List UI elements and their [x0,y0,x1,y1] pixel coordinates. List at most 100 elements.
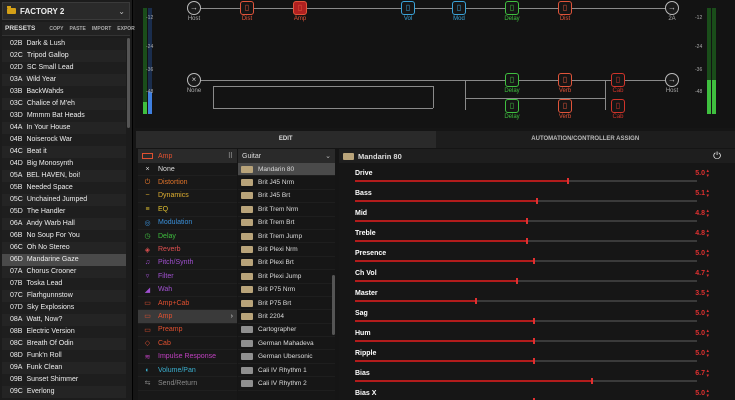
power-icon[interactable]: ⏻ [713,150,721,162]
slider-handle[interactable] [474,298,477,304]
slider-handle[interactable] [532,338,535,344]
model-item[interactable]: Cartographer [238,324,335,338]
model-item[interactable]: Brit Trem Jump [238,230,335,244]
none-block[interactable]: × [187,73,201,87]
preset-item[interactable]: 07D Sky Explosions [2,302,126,314]
stepper-icon[interactable]: ▴ ▾ [706,288,709,299]
model-item[interactable]: Brit P75 Brt [238,297,335,311]
parameter-value[interactable]: 6.7 [695,370,705,377]
preset-item[interactable]: 07B Toska Lead [2,278,126,290]
parameter-value[interactable]: 5.1 [695,190,705,197]
parameter-slider[interactable] [355,298,697,304]
preset-item[interactable]: 09B Sunset Shimmer [2,374,126,386]
preset-item[interactable]: 02D SC Small Lead [2,62,126,74]
preset-item[interactable]: 07C Flarhgunnstow [2,290,126,302]
preset-item[interactable]: 09A Funk Clean [2,362,126,374]
category-item[interactable]: ≋ Impulse Response [138,350,237,364]
slider-handle[interactable] [526,218,528,224]
model-item[interactable]: Brit Plexi Jump [238,270,335,284]
host-block[interactable]: → [665,73,679,87]
parameter-slider[interactable] [355,218,697,224]
parameter-slider[interactable] [355,178,697,184]
amp-block[interactable]: ▯ [293,1,307,15]
preset-item[interactable]: 05A BEL HAVEN, boi! [2,170,126,182]
category-item[interactable]: ◇ Cab [138,337,237,351]
grid-icon[interactable]: ⠿ [227,153,233,160]
parameter-slider[interactable] [355,338,697,344]
category-item[interactable]: ▭ Amp+Cab [138,297,237,311]
model-item[interactable]: Brit J45 Nrm [238,176,335,190]
slider-handle[interactable] [532,398,535,400]
preset-item[interactable]: 03D Mmmm Bat Heads [2,110,126,122]
stepper-icon[interactable]: ▴ ▾ [706,228,709,239]
preset-item[interactable]: 06C Oh No Stereo [2,242,126,254]
model-item[interactable]: Brit Trem Brt [238,217,335,230]
slider-handle[interactable] [532,258,535,264]
stepper-icon[interactable]: ▴ ▾ [706,188,709,199]
category-item[interactable]: ⏻ Distortion [138,176,237,190]
preset-item[interactable]: 05D The Handler [2,206,126,218]
model-item[interactable]: Brit J45 Brt [238,190,335,204]
cab-block[interactable]: ▯ [611,73,625,87]
model-item[interactable]: Cali IV Rhythm 2 [238,377,335,391]
preset-scrollbar[interactable] [127,38,130,128]
slider-handle[interactable] [532,318,535,324]
parameter-value[interactable]: 4.7 [695,270,705,277]
slider-handle[interactable] [567,178,570,184]
model-item[interactable]: Mandarin 80 [238,163,335,177]
preset-item[interactable]: 06B No Soup For You [2,230,126,242]
parameter-value[interactable]: 5.0 [695,350,705,357]
preset-item[interactable]: 03C Chalice of M'eh [2,98,126,110]
parameter-slider[interactable] [355,238,697,244]
category-item[interactable]: ⇆ Send/Return [138,377,237,391]
model-item[interactable]: Brit Plexi Brt [238,257,335,271]
model-item[interactable]: Brit P75 Nrm [238,284,335,297]
verb-block[interactable]: ▯ [558,73,572,87]
category-item[interactable]: ▭ Preamp [138,324,237,338]
preset-item[interactable]: 03A Wild Year [2,74,126,86]
slider-handle[interactable] [532,358,535,364]
import-button[interactable]: IMPORT [91,25,112,32]
parameter-value[interactable]: 3.5 [695,290,705,297]
stepper-icon[interactable]: ▴ ▾ [706,328,709,339]
category-item[interactable]: ◷ Delay [138,230,237,244]
parameter-value[interactable]: 5.0 [695,390,705,397]
model-item[interactable]: Cali IV Rhythm 1 [238,364,335,378]
model-item[interactable]: Brit 2204 [238,310,335,324]
category-item[interactable]: ◢ Wah [138,284,237,297]
chevron-down-icon[interactable]: ⌄ [325,153,331,160]
preset-item[interactable]: 03B BackWahds [2,86,126,98]
stepper-icon[interactable]: ▴ ▾ [706,268,709,279]
parameter-slider[interactable] [355,198,697,204]
preset-item[interactable]: 04A In Your House [2,122,126,134]
preset-item[interactable]: 06D Mandarine Gaze [2,254,126,266]
tab-edit[interactable]: EDIT [136,131,436,148]
delay-block[interactable]: ▯ [505,73,519,87]
parameter-value[interactable]: 5.0 [695,330,705,337]
stepper-icon[interactable]: ▴ ▾ [706,168,709,179]
mod-block[interactable]: ▯ [452,1,466,15]
parameter-value[interactable]: 5.0 [695,170,705,177]
preset-item[interactable]: 04D Big Monosynth [2,158,126,170]
model-item[interactable]: Brit Trem Nrm [238,203,335,217]
verb-block[interactable]: ▯ [558,99,572,113]
parameter-slider[interactable] [355,378,697,384]
stepper-icon[interactable]: ▴ ▾ [706,248,709,259]
slider-handle[interactable] [515,278,518,284]
parameter-value[interactable]: 5.0 [695,250,705,257]
delay-block[interactable]: ▯ [505,99,519,113]
category-item[interactable]: ≡ EQ [138,203,237,217]
preset-item[interactable]: 05B Needed Space [2,182,126,194]
stepper-icon[interactable]: ▴ ▾ [706,368,709,379]
category-item[interactable]: ◎ Modulation [138,217,237,230]
preset-item[interactable]: 08B Electric Version [2,326,126,338]
model-item[interactable]: German Ubersonic [238,350,335,364]
preset-item[interactable]: 07A Chorus Crooner [2,266,126,278]
dist-block[interactable]: ▯ [240,1,254,15]
copy-button[interactable]: COPY [49,25,64,32]
delay-block[interactable]: ▯ [505,1,519,15]
category-header[interactable]: Amp ⠿ [138,149,237,163]
model-scrollbar[interactable] [332,275,335,335]
export-button[interactable]: EXPORT [117,25,138,32]
parameter-slider[interactable] [355,318,697,324]
